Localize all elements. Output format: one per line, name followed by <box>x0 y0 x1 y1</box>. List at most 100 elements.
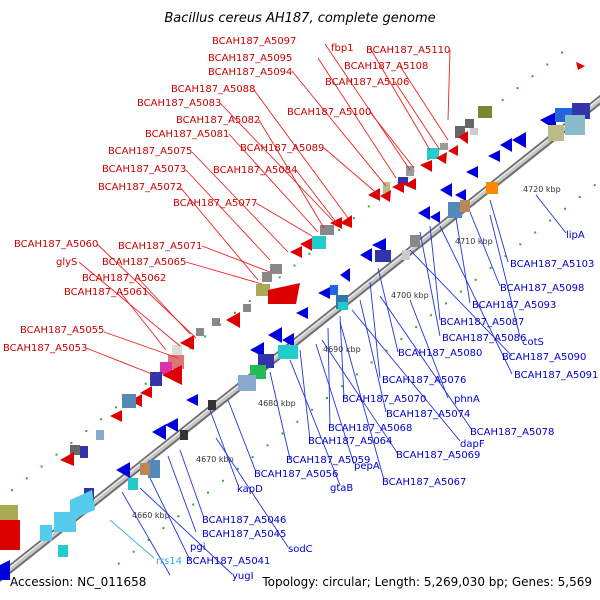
gene-label: BCAH187_A5108 <box>344 61 428 72</box>
track-dot <box>207 491 209 494</box>
track-dot <box>504 255 507 258</box>
track-dot <box>311 408 314 411</box>
track-dot <box>445 302 447 305</box>
gene-label: BCAH187_A5064 <box>308 436 392 447</box>
track-dot <box>236 468 239 470</box>
track-dot <box>296 420 299 423</box>
gene-label: BCAH187_A5081 <box>145 129 229 140</box>
track-dot <box>248 300 251 302</box>
track-dot <box>338 229 341 231</box>
forward-gene-labels: BCAH187_A5097 fbp1 BCAH187_A5110 BCAH187… <box>3 36 450 354</box>
gene-label: BCAH187_A5075 <box>108 146 192 157</box>
gene-label: BCAH187_A5091 <box>514 370 598 381</box>
track-dot <box>534 231 537 234</box>
gene-label: BCAH187_A5065 <box>102 257 186 268</box>
track-dot <box>352 217 355 220</box>
reverse-gene-labels: lipA BCAH187_A5103 BCAH187_A5098 BCAH187… <box>156 230 598 582</box>
track-dot <box>85 430 88 432</box>
tick-label: 4700 kbp <box>391 291 429 300</box>
track-dot <box>281 432 284 435</box>
track-dot <box>326 397 328 399</box>
gene-label: BCAH187_A5110 <box>366 45 450 56</box>
gene-label: BCAH187_A5060 <box>14 239 98 250</box>
gene-label: glyS <box>56 257 77 268</box>
track-dot <box>266 444 269 447</box>
track-dot <box>370 361 373 364</box>
gene-label: BCAH187_A5088 <box>171 84 255 95</box>
gene-label: BCAH187_A5061 <box>64 287 148 298</box>
gene-label: BCAH187_A5055 <box>20 325 104 336</box>
gene-label: rrs14 <box>156 556 182 567</box>
gene-label: BCAH187_A5068 <box>328 423 412 434</box>
gene-label: BCAH187_A5086 <box>442 333 526 344</box>
track-dot <box>427 158 430 161</box>
gene-label: kapD <box>237 484 263 495</box>
gene-label: gtaB <box>330 483 353 494</box>
track-dot <box>459 290 462 293</box>
kbp-ticks: 4660 kbp 4670 kbp 4680 kbp 4690 kbp 4700… <box>132 185 561 520</box>
gene-label: BCAH187_A5094 <box>208 67 292 78</box>
gene-label: sodC <box>288 544 313 555</box>
gene-label: BCAH187_A5056 <box>254 469 338 480</box>
gene-label: BCAH187_A5073 <box>102 164 186 175</box>
gene-label: BCAH187_A5098 <box>500 283 584 294</box>
gene-label: BCAH187_A5090 <box>502 352 586 363</box>
track-dot <box>593 184 596 187</box>
accession-text: Accession: NC_011658 <box>10 575 147 589</box>
reverse-genes <box>0 103 590 580</box>
track-dot <box>219 323 222 326</box>
tick-label: 4710 kbp <box>455 237 493 246</box>
forward-genes <box>0 62 585 527</box>
gene-label: BCAH187_A5046 <box>202 515 286 526</box>
gene-label: BCAH187_A5089 <box>240 143 324 154</box>
track-dot <box>430 314 433 317</box>
gene-label: BCAH187_A5041 <box>186 556 270 567</box>
track-dot <box>516 87 519 90</box>
tick-label: 4720 kbp <box>523 185 561 194</box>
gene-label: yugI <box>232 571 254 582</box>
gene-label: BCAH187_A5078 <box>470 427 554 438</box>
gene-label: BCAH187_A5106 <box>325 77 409 88</box>
track-dot <box>278 276 281 279</box>
track-dot <box>564 207 566 210</box>
gene-label: BCAH187_A5071 <box>118 241 202 252</box>
gene-label: BCAH187_A5045 <box>202 529 286 540</box>
track-dot <box>117 562 120 565</box>
track-dot <box>489 266 492 269</box>
gene-label: BCAH187_A5093 <box>472 300 556 311</box>
track-dot <box>70 441 73 444</box>
gene-label: BCAH187_A5070 <box>342 394 426 405</box>
gene-label: BCAH187_A5072 <box>98 182 182 193</box>
track-dot <box>25 477 28 480</box>
gene-label: BCAH187_A5095 <box>208 53 292 64</box>
gene-label: BCAH187_A5074 <box>386 409 470 420</box>
track-dot <box>293 264 296 267</box>
track-dot <box>55 453 58 456</box>
track-dot <box>308 252 311 255</box>
track-dot <box>100 418 103 421</box>
tick-label: 4670 kbp <box>196 455 234 464</box>
tick-label: 4660 kbp <box>132 511 170 520</box>
track-dot <box>474 278 477 281</box>
track-dot <box>519 243 522 246</box>
track-dot <box>162 527 165 530</box>
gene-label: BCAH187_A5087 <box>440 317 524 328</box>
track-dot <box>177 515 180 518</box>
gene-label: BCAH187_A5053 <box>3 343 87 354</box>
track-dot <box>221 479 224 482</box>
track-dot <box>501 98 504 101</box>
track-dot <box>561 51 564 54</box>
gene-label: BCAH187_A5067 <box>382 477 466 488</box>
gene-label: BCAH187_A5103 <box>510 259 594 270</box>
track-dot <box>340 385 343 388</box>
track-dot <box>147 538 150 541</box>
track-dot <box>115 406 117 409</box>
track-dot <box>132 550 135 553</box>
gene-label: BCAH187_A5076 <box>382 375 466 386</box>
gene-label: BCAH187_A5082 <box>176 115 260 126</box>
gene-label: BCAH187_A5059 <box>286 455 370 466</box>
gene-label: BCAH187_A5097 <box>212 36 296 47</box>
map-footer: Accession: NC_011658 Topology: circular;… <box>0 572 600 600</box>
gene-label: BCAH187_A5062 <box>82 273 166 284</box>
